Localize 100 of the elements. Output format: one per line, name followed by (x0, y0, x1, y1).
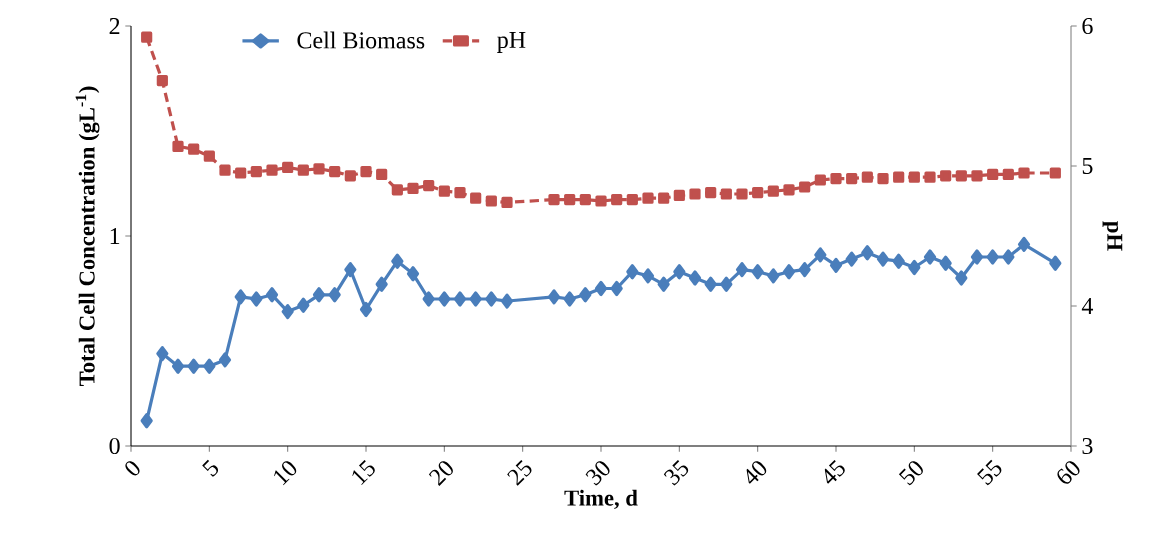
point (798, 262, 811, 278)
point (203, 358, 216, 374)
point (626, 194, 638, 206)
point (297, 164, 309, 176)
point (1017, 236, 1031, 252)
point (469, 291, 482, 307)
point (423, 180, 435, 192)
point (877, 173, 889, 185)
point (485, 291, 498, 307)
point (595, 195, 607, 207)
point (563, 291, 576, 307)
point (312, 287, 326, 303)
point (329, 166, 341, 178)
point (673, 264, 686, 280)
point (861, 245, 874, 261)
point (156, 346, 169, 362)
point (1049, 255, 1062, 271)
point (156, 75, 168, 87)
point (704, 276, 717, 292)
point (970, 249, 984, 265)
x-tick-label: 50 (898, 461, 923, 486)
point (234, 289, 247, 305)
point (250, 166, 262, 178)
point (673, 189, 685, 201)
point (767, 185, 779, 197)
point (281, 304, 294, 320)
point (454, 187, 466, 199)
point (705, 187, 717, 199)
point (297, 297, 310, 313)
point (751, 264, 764, 280)
point (829, 257, 843, 273)
x-tick-label: 25 (507, 459, 532, 486)
y-tick-label: 1 (110, 228, 120, 244)
point (1018, 167, 1030, 179)
x-tick-label: 40 (746, 461, 767, 484)
point (642, 192, 654, 204)
point (736, 188, 748, 200)
point (611, 194, 623, 206)
point (344, 170, 356, 182)
point (940, 170, 952, 182)
point (407, 182, 419, 194)
x-tick-label: 45 (824, 459, 845, 484)
point (767, 268, 780, 284)
point (814, 247, 827, 263)
x-tick-label: 55 (977, 459, 1002, 486)
point (814, 174, 826, 186)
point (250, 291, 263, 307)
point (141, 31, 153, 43)
point (955, 270, 968, 286)
point (171, 358, 185, 374)
point (782, 264, 796, 280)
point (657, 276, 670, 292)
point (799, 181, 811, 193)
x-tick-label: 15 (352, 459, 375, 486)
y-tick-label: 0 (109, 437, 120, 455)
point (203, 150, 215, 162)
point (265, 287, 279, 303)
point (501, 196, 513, 208)
point (188, 143, 200, 155)
point (391, 184, 403, 196)
point (908, 171, 920, 183)
point (235, 167, 247, 179)
point (846, 173, 858, 185)
point (783, 184, 795, 196)
point (218, 352, 232, 368)
y2-tick-label: 3 (1082, 437, 1093, 455)
y-axis-title: Total Cell Concentration (gL$^{-1}$) (75, 86, 100, 387)
legend-label: Cell Biomass (297, 31, 425, 49)
point (375, 276, 388, 292)
y-tick-label: 2 (109, 18, 120, 34)
point (1049, 167, 1061, 179)
point (735, 262, 749, 278)
legend-label: pH (497, 32, 526, 53)
point (892, 253, 905, 269)
point (939, 255, 952, 271)
point (470, 192, 482, 204)
point (266, 164, 278, 176)
y2-tick-label: 6 (1082, 17, 1093, 35)
point (422, 291, 435, 307)
x-tick-label: 0 (125, 461, 140, 476)
point (720, 276, 733, 292)
point (485, 195, 497, 207)
x-tick-label: 20 (428, 461, 453, 486)
point (547, 289, 561, 305)
point (876, 251, 890, 267)
point (893, 171, 905, 183)
point (924, 171, 936, 183)
point (140, 413, 153, 429)
point (626, 264, 639, 280)
point (391, 253, 404, 269)
point (830, 173, 842, 185)
point (923, 249, 937, 265)
point (1002, 249, 1015, 265)
point (720, 188, 732, 200)
point (579, 194, 591, 206)
point (548, 194, 560, 206)
point (500, 293, 514, 309)
point (359, 301, 373, 318)
point (955, 170, 967, 182)
point (564, 194, 576, 206)
